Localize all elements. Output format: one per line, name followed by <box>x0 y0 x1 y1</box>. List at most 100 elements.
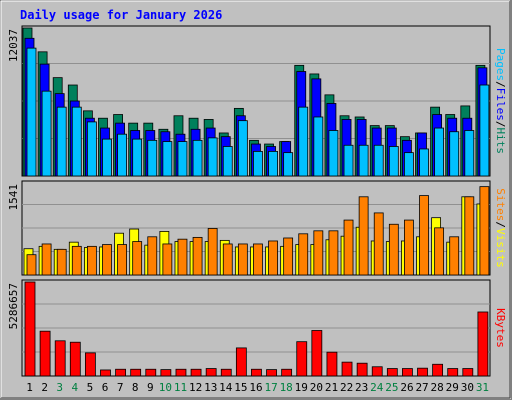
bar-sites-day-1 <box>26 254 37 276</box>
x-tick-label: 12 <box>189 381 202 394</box>
bar-kbytes-day-15 <box>235 347 247 377</box>
bar-sites-day-24 <box>373 212 384 276</box>
x-tick-label: 30 <box>461 381 474 394</box>
x-tick-label: 16 <box>249 381 262 394</box>
bar-sites-day-18 <box>283 237 294 276</box>
x-tick-label: 11 <box>174 381 187 394</box>
bar-sites-day-30 <box>464 196 475 276</box>
x-tick-label: 20 <box>310 381 323 394</box>
x-tick-label: 21 <box>325 381 338 394</box>
x-tick-label: 9 <box>147 381 154 394</box>
x-tick-label: 6 <box>102 381 109 394</box>
bar-sites-day-9 <box>147 236 158 276</box>
bar-kbytes-day-25 <box>386 368 398 377</box>
panel-3: 5286657 KBytes <box>7 279 507 377</box>
bar-pages-day-30 <box>464 130 475 177</box>
bar-kbytes-day-26 <box>402 368 413 377</box>
bar-kbytes-day-9 <box>145 368 157 377</box>
bar-pages-day-6 <box>102 138 112 177</box>
bar-kbytes-day-27 <box>417 367 428 377</box>
bar-kbytes-day-29 <box>447 368 459 377</box>
y-max-label: 1541 <box>7 184 20 211</box>
x-tick-label: 29 <box>446 381 459 394</box>
legend-entry-hits: Hits <box>494 128 507 155</box>
bar-pages-day-22 <box>343 144 354 177</box>
bar-sites-day-20 <box>313 230 324 276</box>
bar-sites-day-21 <box>328 230 339 276</box>
x-tick-label: 14 <box>219 381 233 394</box>
bar-sites-day-8 <box>132 241 143 276</box>
bar-pages-day-11 <box>177 141 188 177</box>
bar-pages-day-13 <box>207 137 218 177</box>
bar-kbytes-day-7 <box>115 368 126 377</box>
legend-3: KBytes <box>494 308 507 348</box>
bar-kbytes-day-17 <box>266 369 277 377</box>
y-max-label: 12037 <box>7 29 20 62</box>
bar-pages-day-14 <box>222 146 233 177</box>
bar-pages-day-8 <box>132 138 143 177</box>
bar-pages-day-3 <box>56 106 67 177</box>
bar-pages-day-4 <box>71 106 82 177</box>
bar-sites-day-22 <box>343 219 354 276</box>
x-tick-label: 3 <box>56 381 63 394</box>
bar-pages-day-2 <box>41 90 52 177</box>
bar-sites-day-23 <box>358 196 369 276</box>
bar-sites-day-25 <box>388 223 399 276</box>
bar-kbytes-day-30 <box>462 368 474 377</box>
bar-sites-day-5 <box>86 245 97 276</box>
bar-kbytes-day-14 <box>220 368 232 377</box>
legend-2: Sites/Visits <box>494 188 507 268</box>
bar-sites-day-7 <box>117 244 127 276</box>
x-tick-label: 17 <box>264 381 277 394</box>
x-tick-label: 4 <box>72 381 79 394</box>
bar-pages-day-16 <box>253 151 263 177</box>
x-tick-label: 19 <box>295 381 308 394</box>
bar-pages-day-27 <box>419 148 429 177</box>
bar-sites-day-16 <box>253 243 263 276</box>
x-tick-label: 10 <box>159 381 172 394</box>
bar-kbytes-day-16 <box>251 368 262 377</box>
bar-sites-day-10 <box>162 243 173 276</box>
y-max-label: 5286657 <box>7 283 20 329</box>
bar-pages-day-1 <box>26 47 37 177</box>
bar-pages-day-19 <box>298 106 309 177</box>
legend-entry-visits: Visits <box>494 228 507 268</box>
bar-pages-day-15 <box>237 120 248 177</box>
x-tick-label: 8 <box>132 381 139 394</box>
bar-sites-day-26 <box>404 219 414 276</box>
bar-sites-day-3 <box>56 248 67 276</box>
panel-2: 1541 Sites/Visits <box>7 180 507 276</box>
legend-entry-kbytes: KBytes <box>494 308 507 348</box>
legend-separator: / <box>494 121 507 128</box>
x-tick-label: 7 <box>117 381 124 394</box>
bar-pages-day-17 <box>268 151 278 177</box>
bar-sites-day-27 <box>419 195 429 276</box>
bar-kbytes-day-2 <box>39 330 51 377</box>
bar-kbytes-day-3 <box>54 340 66 377</box>
bar-pages-day-25 <box>388 146 399 177</box>
bar-kbytes-day-13 <box>205 368 217 377</box>
bar-pages-day-20 <box>313 116 324 177</box>
x-axis-labels: 1 2 3 4 5 6 7 8 9 10 11 12 13 14 15 16 17 18 19 20 21 22 23 24 2… <box>26 381 489 394</box>
bar-pages-day-23 <box>358 144 369 177</box>
legend-entry-files: Files <box>494 88 507 121</box>
bar-sites-day-15 <box>237 243 248 276</box>
x-tick-label: 23 <box>355 381 368 394</box>
bar-kbytes-day-21 <box>326 351 338 377</box>
chart-title: Daily usage for January 2026 <box>20 8 222 22</box>
bar-pages-day-9 <box>147 139 158 177</box>
x-tick-label: 13 <box>204 381 217 394</box>
bar-sites-day-6 <box>102 244 112 276</box>
x-tick-label: 27 <box>415 381 428 394</box>
legend-entry-pages: Pages <box>494 48 507 81</box>
bar-kbytes-day-6 <box>100 369 111 377</box>
x-tick-label: 15 <box>234 381 247 394</box>
bar-sites-day-2 <box>41 243 52 276</box>
bar-kbytes-day-23 <box>356 362 368 377</box>
bar-kbytes-day-24 <box>371 366 383 377</box>
x-tick-label: 28 <box>431 381 444 394</box>
bar-sites-day-31 <box>479 186 490 276</box>
